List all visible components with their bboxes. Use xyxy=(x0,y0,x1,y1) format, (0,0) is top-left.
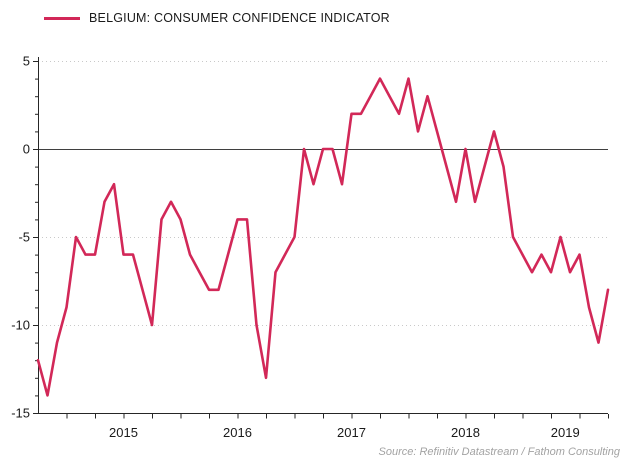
y-tick-label--5: -5 xyxy=(18,230,30,245)
legend: BELGIUM: CONSUMER CONFIDENCE INDICATOR xyxy=(44,10,390,26)
y-tick-label-0: 0 xyxy=(23,142,30,157)
legend-label: BELGIUM: CONSUMER CONFIDENCE INDICATOR xyxy=(89,11,390,25)
x-year-label-2016: 2016 xyxy=(223,425,252,440)
y-tick-label--10: -10 xyxy=(11,318,30,333)
x-year-label-2015: 2015 xyxy=(109,425,138,440)
source-text: Source: Refinitiv Datastream / Fathom Co… xyxy=(378,446,621,458)
x-year-label-2019: 2019 xyxy=(551,425,580,440)
confidence-indicator-line xyxy=(36,77,610,397)
y-tick-label--15: -15 xyxy=(11,406,30,421)
x-year-label-2017: 2017 xyxy=(337,425,366,440)
x-year-label-2018: 2018 xyxy=(451,425,480,440)
legend-line-swatch xyxy=(44,16,80,20)
y-tick-label-5: 5 xyxy=(23,54,30,69)
